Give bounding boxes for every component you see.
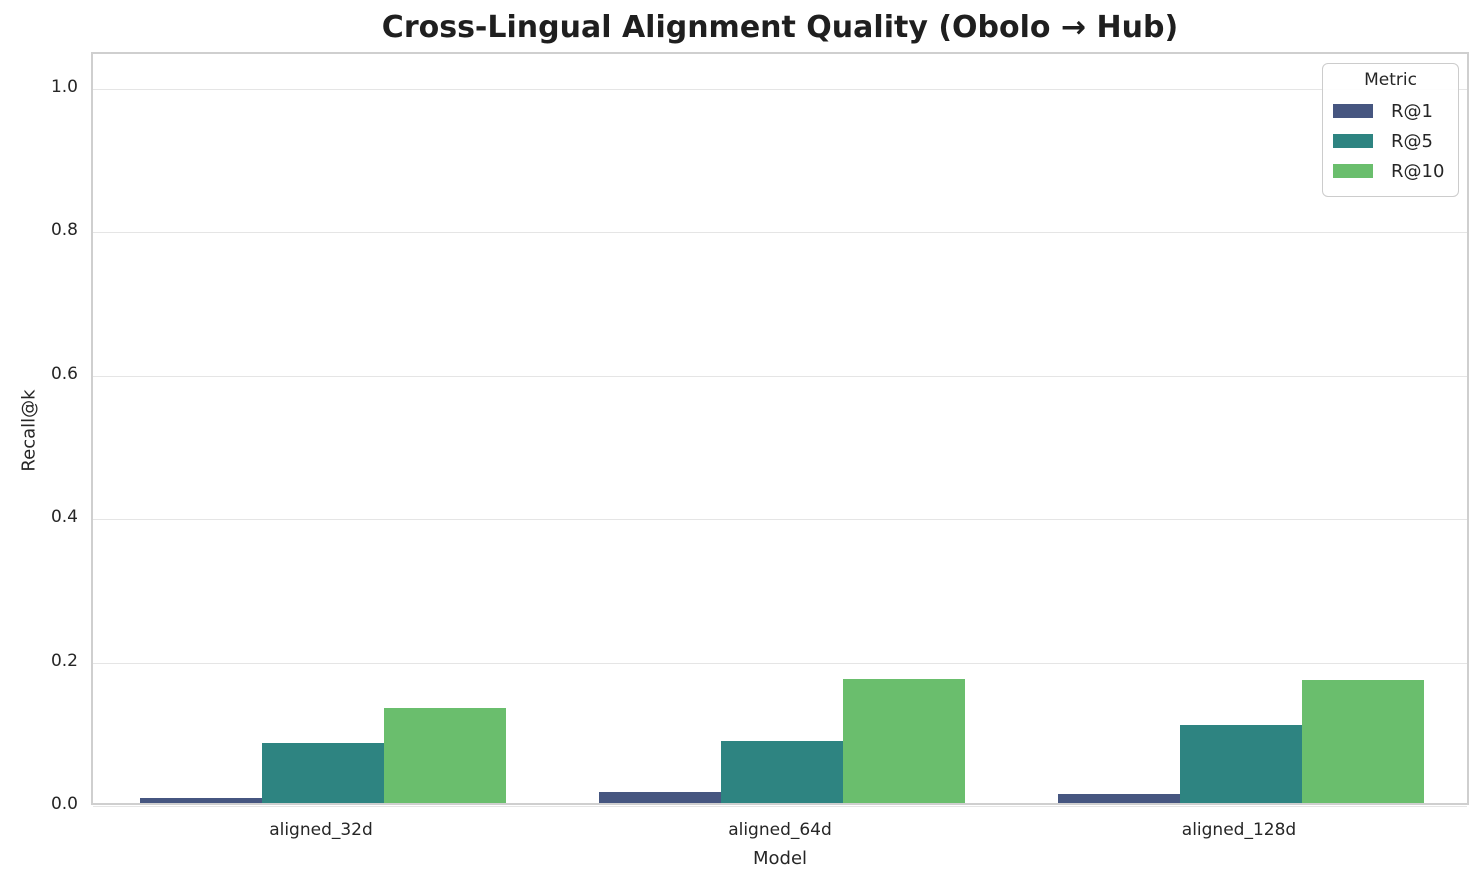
bar-R@10-aligned_32d xyxy=(384,708,506,803)
bar-R@1-aligned_64d xyxy=(599,792,721,803)
x-axis-label: Model xyxy=(752,848,808,869)
legend-entry-R@1: R@1 xyxy=(1333,96,1448,126)
bar-R@5-aligned_128d xyxy=(1180,725,1302,803)
bar-R@10-aligned_128d xyxy=(1302,680,1424,803)
plot-area xyxy=(91,52,1469,807)
x-tick-label-aligned_128d: aligned_128d xyxy=(1181,820,1297,840)
legend-entries: R@1 R@5 R@10 xyxy=(1333,96,1448,186)
legend-entry-R@10: R@10 xyxy=(1333,156,1448,186)
bar-R@5-aligned_64d xyxy=(721,741,843,803)
gridline-0.2 xyxy=(93,662,1467,664)
legend-label-R@10: R@10 xyxy=(1391,160,1445,182)
y-tick-label-0.4: 0.4 xyxy=(50,507,78,528)
legend-swatch-R@1 xyxy=(1333,104,1373,118)
gridline-1.0 xyxy=(93,88,1467,90)
bar-R@1-aligned_32d xyxy=(140,798,262,803)
legend-title: Metric xyxy=(1364,70,1417,90)
x-tick-label-aligned_32d: aligned_32d xyxy=(269,820,373,840)
bar-R@10-aligned_64d xyxy=(843,679,965,803)
legend-entry-R@5: R@5 xyxy=(1333,126,1448,156)
legend: Metric R@1 R@5 R@10 xyxy=(1322,63,1459,197)
bar-R@5-aligned_32d xyxy=(262,743,384,803)
x-tick-label-aligned_64d: aligned_64d xyxy=(728,820,832,840)
gridline-0.8 xyxy=(93,232,1467,234)
bar-R@1-aligned_128d xyxy=(1058,794,1180,803)
legend-swatch-R@5 xyxy=(1333,134,1373,148)
y-tick-label-0.0: 0.0 xyxy=(50,794,78,814)
y-axis-label: Recall@k xyxy=(18,389,40,472)
gridline-0.0 xyxy=(93,806,1467,807)
y-tick-label-0.2: 0.2 xyxy=(50,650,78,671)
y-tick-label-0.8: 0.8 xyxy=(50,220,78,241)
gridline-0.6 xyxy=(93,375,1467,377)
y-tick-label-0.6: 0.6 xyxy=(50,363,78,384)
legend-label-R@1: R@1 xyxy=(1391,100,1433,122)
legend-label-R@5: R@5 xyxy=(1391,130,1433,152)
gridline-0.4 xyxy=(93,519,1467,521)
y-tick-label-1.0: 1.0 xyxy=(50,76,78,97)
chart-title: Cross-Lingual Alignment Quality (Obolo →… xyxy=(381,10,1179,45)
legend-swatch-R@10 xyxy=(1333,164,1373,178)
